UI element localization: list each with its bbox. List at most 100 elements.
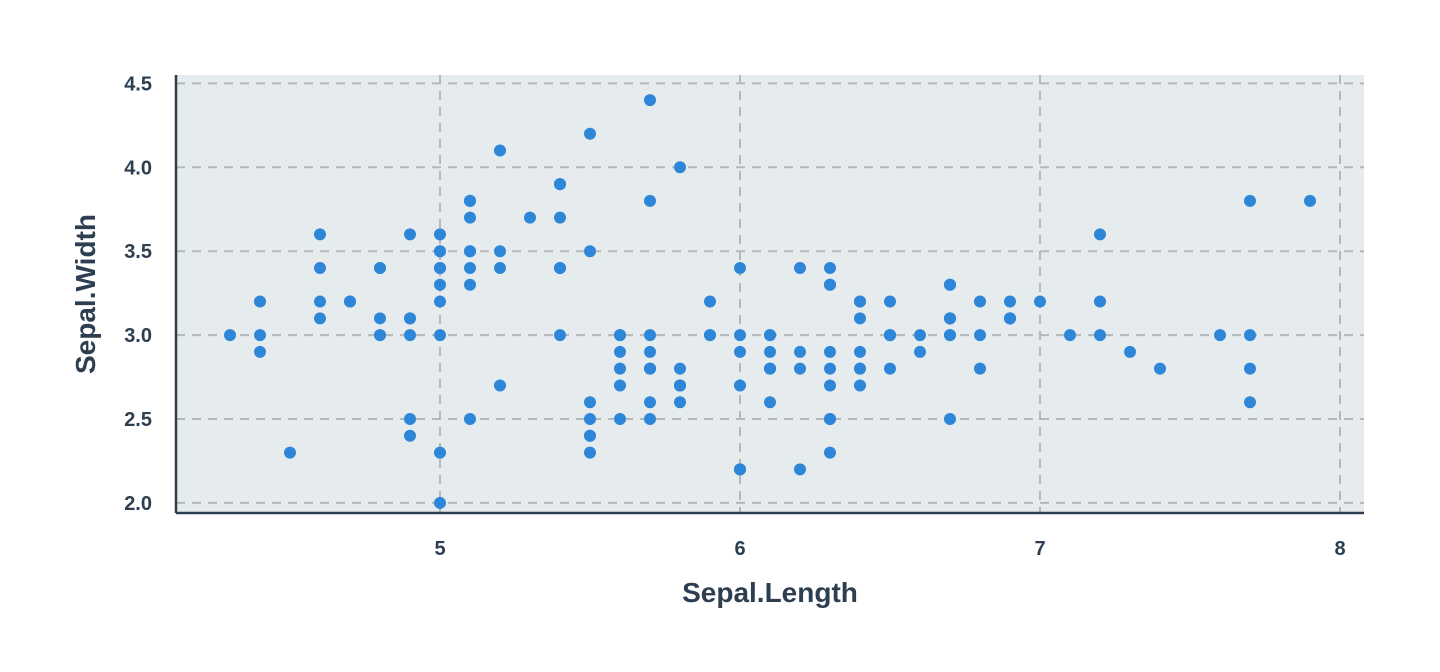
data-point-119	[734, 463, 746, 476]
data-point-21	[464, 211, 476, 224]
data-point-58	[914, 345, 926, 358]
data-point-25	[434, 329, 446, 342]
data-point-37	[404, 228, 416, 241]
data-point-28	[494, 261, 506, 274]
data-point-148	[794, 261, 806, 274]
grid-lines	[176, 75, 1364, 513]
data-point-39	[464, 261, 476, 274]
data-point-15	[644, 94, 656, 107]
data-point-131	[1304, 194, 1316, 207]
data-point-6	[314, 261, 326, 274]
data-point-121	[614, 362, 626, 375]
data-point-99	[644, 362, 656, 375]
data-point-26	[434, 261, 446, 274]
data-point-97	[794, 345, 806, 358]
y-tick-label-1: 2.5	[124, 409, 152, 431]
data-point-74	[854, 345, 866, 358]
data-point-132	[854, 362, 866, 375]
data-point-105	[1214, 329, 1226, 342]
y-tick-label-2: 3.0	[124, 325, 152, 347]
data-point-89	[584, 413, 596, 426]
data-point-83	[734, 379, 746, 392]
y-tick-label-5: 4.5	[124, 73, 152, 95]
data-point-50	[1034, 295, 1046, 308]
data-point-17	[464, 245, 476, 258]
data-point-81	[584, 429, 596, 442]
y-tick-label-3: 3.5	[124, 241, 152, 263]
data-point-138	[734, 329, 746, 342]
data-point-38	[254, 329, 266, 342]
data-point-73	[764, 362, 776, 375]
data-point-109	[1094, 228, 1106, 241]
data-point-60	[434, 496, 446, 509]
data-point-69	[614, 413, 626, 426]
x-tick-label-3: 8	[1334, 538, 1345, 560]
data-point-127	[764, 329, 776, 342]
data-point-70	[704, 295, 716, 308]
data-point-98	[464, 413, 476, 426]
data-point-134	[764, 396, 776, 409]
data-point-8	[254, 345, 266, 358]
data-point-96	[644, 345, 656, 358]
data-point-147	[884, 329, 896, 342]
data-point-130	[1154, 362, 1166, 375]
data-point-32	[494, 144, 506, 157]
data-point-42	[254, 295, 266, 308]
x-tick-labels: 5 6 7 8	[434, 538, 1345, 560]
data-point-43	[434, 245, 446, 258]
data-point-115	[854, 295, 866, 308]
data-point-87	[824, 446, 836, 459]
x-tick-label-0: 5	[434, 538, 445, 560]
data-point-143	[974, 295, 986, 308]
data-point-118	[1244, 396, 1256, 409]
data-point-123	[824, 379, 836, 392]
data-point-85	[734, 261, 746, 274]
data-point-108	[944, 413, 956, 426]
data-point-41	[284, 446, 296, 459]
data-point-84	[554, 329, 566, 342]
data-point-107	[1124, 345, 1136, 358]
data-point-144	[944, 278, 956, 291]
plot-panel	[176, 75, 1364, 513]
data-point-33	[584, 127, 596, 140]
x-tick-label-1: 6	[734, 538, 745, 560]
data-point-149	[704, 329, 716, 342]
data-point-136	[824, 261, 836, 274]
data-point-93	[434, 446, 446, 459]
data-point-64	[614, 345, 626, 358]
data-point-126	[794, 362, 806, 375]
data-point-75	[914, 329, 926, 342]
data-point-112	[974, 329, 986, 342]
data-point-53	[584, 446, 596, 459]
data-point-146	[824, 413, 836, 426]
data-point-106	[404, 413, 416, 426]
data-point-142	[674, 379, 686, 392]
x-tick-label-2: 7	[1034, 538, 1045, 560]
data-point-47	[314, 295, 326, 308]
data-point-76	[974, 362, 986, 375]
data-point-24	[374, 261, 386, 274]
data-point-103	[824, 345, 836, 358]
data-point-120	[1004, 295, 1016, 308]
data-point-79	[644, 396, 656, 409]
data-point-129	[1094, 329, 1106, 342]
y-tick-labels: 2.0 2.5 3.0 3.5 4.0 4.5	[124, 73, 152, 515]
data-point-48	[524, 211, 536, 224]
y-tick-label-4: 4.0	[124, 157, 152, 179]
data-point-34	[404, 312, 416, 325]
data-point-4	[434, 228, 446, 241]
data-point-135	[1244, 329, 1256, 342]
data-point-145	[944, 329, 956, 342]
data-point-57	[404, 429, 416, 442]
y-axis-title: Sepal.Width	[70, 214, 101, 374]
data-point-68	[794, 463, 806, 476]
x-axis-title: Sepal.Length	[682, 577, 858, 608]
data-point-14	[674, 161, 686, 174]
data-point-133	[824, 362, 836, 375]
data-point-117	[1244, 194, 1256, 207]
data-point-30	[374, 312, 386, 325]
data-point-45	[374, 329, 386, 342]
data-point-111	[854, 379, 866, 392]
data-point-88	[614, 329, 626, 342]
